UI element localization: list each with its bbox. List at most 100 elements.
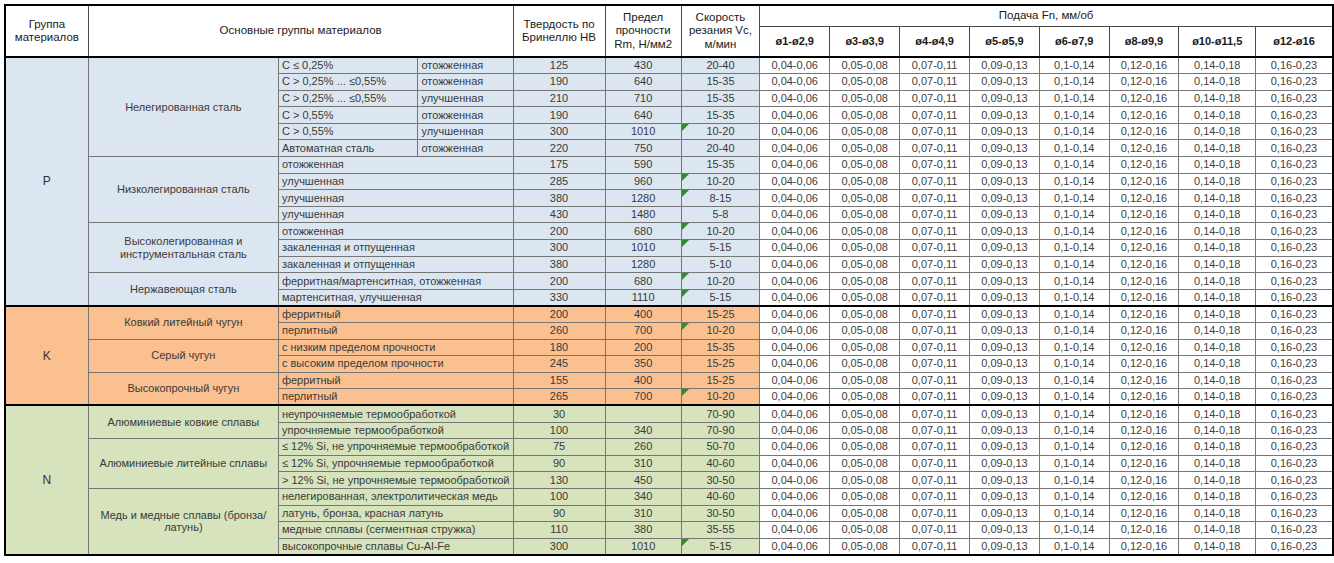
rm-cell: 340 [605,488,681,505]
feed-cell: 0,12-0,16 [1109,289,1179,306]
feed-cell: 0,12-0,16 [1109,505,1179,522]
state-cell: отожженная [418,74,513,91]
feed-cell: 0,04-0,06 [760,488,830,505]
feed-cell: 0,05-0,08 [830,306,900,323]
material-desc-cell: Автоматная сталь [278,140,417,157]
header-dia-3: ø4-ø4,9 [900,26,970,57]
feed-cell: 0,04-0,06 [760,439,830,456]
feed-cell: 0,12-0,16 [1109,538,1179,555]
vc-cell: 5-15 [681,289,760,306]
rm-cell: 700 [605,389,681,406]
feed-cell: 0,05-0,08 [830,173,900,190]
header-feed: Подача Fn, мм/об [760,5,1333,26]
family-name-cell: Низколегированная сталь [88,157,278,223]
material-desc-cell: C > 0,55% [278,123,417,140]
feed-cell: 0,07-0,11 [900,289,970,306]
material-desc-cell: перлитный [278,389,513,406]
feed-cell: 0,05-0,08 [830,389,900,406]
feed-cell: 0,09-0,13 [970,123,1040,140]
feed-cell: 0,14-0,18 [1179,389,1256,406]
feed-cell: 0,16-0,23 [1255,273,1333,290]
feed-cell: 0,14-0,18 [1179,90,1256,107]
feed-cell: 0,09-0,13 [970,356,1040,373]
feed-cell: 0,05-0,08 [830,57,900,74]
rm-cell: 710 [605,90,681,107]
feed-cell: 0,05-0,08 [830,289,900,306]
feed-cell: 0,07-0,11 [900,74,970,91]
feed-cell: 0,07-0,11 [900,339,970,356]
rm-cell: 680 [605,273,681,290]
feed-cell: 0,12-0,16 [1109,389,1179,406]
feed-cell: 0,12-0,16 [1109,372,1179,389]
feed-cell: 0,05-0,08 [830,522,900,539]
state-cell: отожженная [418,107,513,124]
table-row: P Нелегированная сталь C ≤ 0,25% отожжен… [5,57,1333,74]
feed-cell: 0,16-0,23 [1255,240,1333,257]
feed-cell: 0,14-0,18 [1179,256,1256,273]
vc-cell: 10-20 [681,223,760,240]
header-material-group: Группа материалов [5,5,88,57]
feed-cell: 0,04-0,06 [760,455,830,472]
feed-cell: 0,12-0,16 [1109,240,1179,257]
family-name-cell: Нержавеющая сталь [88,273,278,306]
hb-cell: 130 [513,472,605,489]
feed-cell: 0,04-0,06 [760,339,830,356]
rm-cell: 310 [605,455,681,472]
feed-cell: 0,07-0,11 [900,157,970,174]
feed-cell: 0,05-0,08 [830,323,900,340]
group-letter-cell: N [5,405,88,554]
feed-cell: 0,16-0,23 [1255,74,1333,91]
feed-cell: 0,1-0,14 [1039,74,1109,91]
rm-cell: 680 [605,223,681,240]
feed-cell: 0,14-0,18 [1179,372,1256,389]
feed-cell: 0,09-0,13 [970,190,1040,207]
feed-cell: 0,07-0,11 [900,488,970,505]
feed-cell: 0,1-0,14 [1039,273,1109,290]
feed-cell: 0,05-0,08 [830,339,900,356]
material-desc-cell: высокопрочные сплавы Cu-Al-Fe [278,538,513,555]
feed-cell: 0,16-0,23 [1255,107,1333,124]
vc-cell: 10-20 [681,389,760,406]
state-cell: улучшенная [418,123,513,140]
feed-cell: 0,14-0,18 [1179,522,1256,539]
material-desc-cell: C ≤ 0,25% [278,57,417,74]
feed-cell: 0,1-0,14 [1039,339,1109,356]
material-desc-cell: C > 0,55% [278,107,417,124]
feed-cell: 0,09-0,13 [970,273,1040,290]
rm-cell: 200 [605,339,681,356]
feed-cell: 0,05-0,08 [830,538,900,555]
feed-cell: 0,16-0,23 [1255,372,1333,389]
feed-cell: 0,09-0,13 [970,389,1040,406]
hb-cell: 245 [513,356,605,373]
feed-cell: 0,12-0,16 [1109,405,1179,422]
feed-cell: 0,14-0,18 [1179,323,1256,340]
vc-cell: 8-15 [681,190,760,207]
feed-cell: 0,04-0,06 [760,472,830,489]
feed-cell: 0,07-0,11 [900,273,970,290]
feed-cell: 0,04-0,06 [760,123,830,140]
feed-cell: 0,16-0,23 [1255,57,1333,74]
family-name-cell: Ковкий литейный чугун [88,306,278,339]
header-dia-1: ø1-ø2,9 [760,26,830,57]
feed-cell: 0,12-0,16 [1109,522,1179,539]
material-desc-cell: ферритная/мартенситная, отожженная [278,273,513,290]
feed-cell: 0,14-0,18 [1179,289,1256,306]
feed-cell: 0,14-0,18 [1179,439,1256,456]
feed-cell: 0,14-0,18 [1179,107,1256,124]
feed-cell: 0,1-0,14 [1039,439,1109,456]
feed-cell: 0,04-0,06 [760,389,830,406]
feed-cell: 0,14-0,18 [1179,140,1256,157]
feed-cell: 0,04-0,06 [760,256,830,273]
feed-cell: 0,1-0,14 [1039,538,1109,555]
feed-cell: 0,14-0,18 [1179,223,1256,240]
header-strength: Предел прочности Rm, Н/мм2 [605,5,681,57]
feed-cell: 0,05-0,08 [830,405,900,422]
feed-cell: 0,05-0,08 [830,439,900,456]
feed-cell: 0,07-0,11 [900,522,970,539]
feed-cell: 0,12-0,16 [1109,339,1179,356]
feed-cell: 0,09-0,13 [970,240,1040,257]
header-dia-7: ø10-ø11,5 [1179,26,1256,57]
material-desc-cell: ≤ 12% Si, упрочняемые термообработкой [278,455,513,472]
feed-cell: 0,05-0,08 [830,422,900,439]
feed-cell: 0,07-0,11 [900,140,970,157]
